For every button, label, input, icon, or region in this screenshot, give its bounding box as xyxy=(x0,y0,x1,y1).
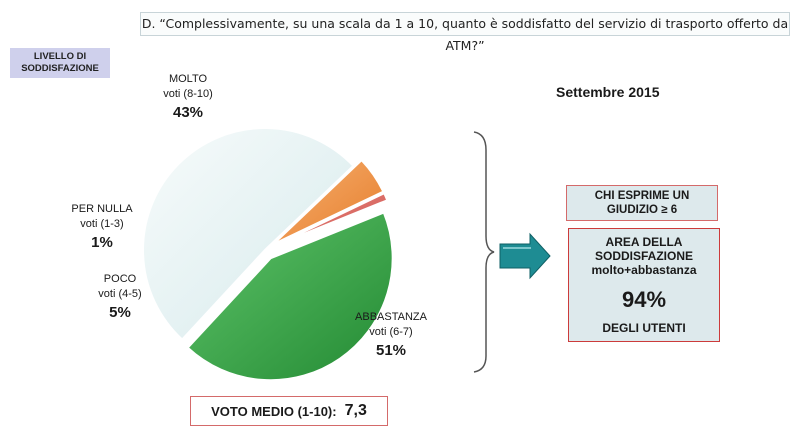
slice-label-molto: MOLTO voti (8-10) 43% xyxy=(148,72,228,120)
pie-slice-abbastanza xyxy=(142,127,355,341)
pie-slice-per-nulla xyxy=(273,191,389,247)
satisfaction-level-label: LIVELLO DI SODDISFAZIONE xyxy=(10,48,110,78)
level-label-line1: LIVELLO DI xyxy=(33,51,87,62)
arrow-right-icon xyxy=(499,232,551,280)
level-label-line2: SODDISFAZIONE xyxy=(21,63,99,74)
slice-sub-molto: voti (8-10) xyxy=(163,88,213,100)
giudizio-line2: GIUDIZIO ≥ 6 xyxy=(606,204,678,216)
slice-name-abbastanza: ABBASTANZA xyxy=(355,311,427,323)
average-vote-label: VOTO MEDIO (1-10): xyxy=(211,403,337,419)
giudizio-line1: CHI ESPRIME UN xyxy=(594,190,690,202)
area-line1: AREA DELLA xyxy=(605,235,683,249)
average-vote-value: 7,3 xyxy=(344,402,367,419)
period-title: Settembre 2015 xyxy=(556,84,660,100)
question-text: D. “Complessivamente, su una scala da 1 … xyxy=(140,12,790,53)
slice-sub-poco: voti (4-5) xyxy=(98,288,142,300)
pie-slice-molto xyxy=(186,211,394,382)
slice-pct-abbastanza: 51% xyxy=(375,342,407,359)
slice-name-per-nulla: PER NULLA xyxy=(71,203,133,215)
slice-pct-poco: 5% xyxy=(109,304,131,321)
slice-name-molto: MOLTO xyxy=(168,73,208,85)
slice-sub-abbastanza: voti (6-7) xyxy=(369,326,413,338)
area-line3: molto+abbastanza xyxy=(591,263,697,277)
slice-label-poco: POCO voti (4-5) 5% xyxy=(80,272,160,320)
area-value: 94% xyxy=(621,287,667,312)
brace xyxy=(473,131,495,373)
slice-label-abbastanza: ABBASTANZA voti (6-7) 51% xyxy=(346,310,436,358)
slice-name-poco: POCO xyxy=(103,273,137,285)
slice-label-per-nulla: PER NULLA voti (1-3) 1% xyxy=(62,202,142,250)
giudizio-box: CHI ESPRIME UN GIUDIZIO ≥ 6 xyxy=(566,185,718,221)
slice-sub-per-nulla: voti (1-3) xyxy=(80,218,124,230)
slice-pct-per-nulla: 1% xyxy=(91,234,113,251)
satisfaction-area-box: AREA DELLA SODDISFAZIONE molto+abbastanz… xyxy=(568,228,720,342)
slice-pct-molto: 43% xyxy=(172,104,204,121)
area-line2: SODDISFAZIONE xyxy=(594,249,693,263)
area-bottom: DEGLI UTENTI xyxy=(602,321,686,335)
average-vote-box: VOTO MEDIO (1-10): 7,3 xyxy=(190,396,388,426)
pie-slice-poco xyxy=(272,158,385,246)
